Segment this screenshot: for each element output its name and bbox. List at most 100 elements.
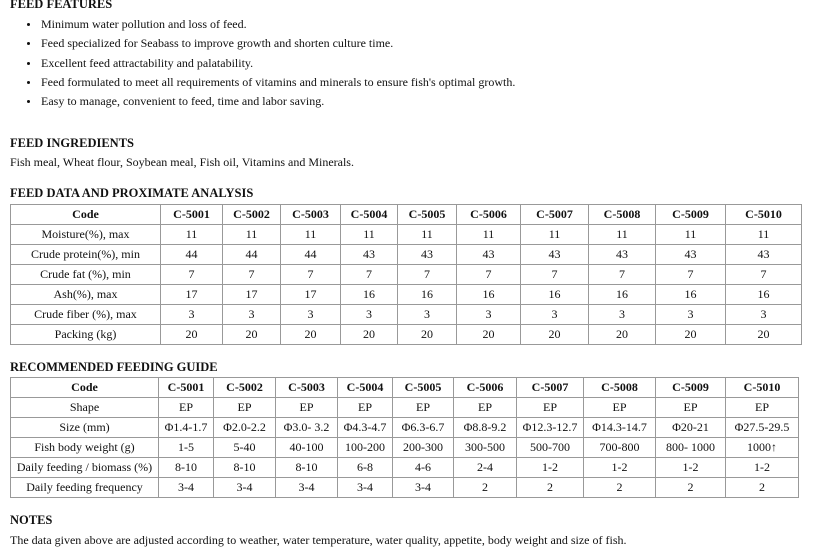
value-cell: 1-2 — [655, 457, 726, 478]
value-cell: 7 — [397, 264, 457, 285]
value-cell: 2 — [453, 477, 517, 498]
value-cell: 16 — [588, 284, 656, 305]
value-cell: 2 — [725, 477, 799, 498]
header-cell: C-5005 — [392, 377, 454, 398]
feature-item: Minimum water pollution and loss of feed… — [27, 17, 247, 32]
value-cell: 16 — [725, 284, 802, 305]
value-cell: 11 — [456, 224, 521, 245]
value-cell: 2 — [516, 477, 584, 498]
value-cell: 1-2 — [583, 457, 656, 478]
value-cell: 3 — [397, 304, 457, 325]
header-cell: C-5002 — [222, 204, 281, 225]
value-cell: 3 — [222, 304, 281, 325]
row-label: Moisture(%), max — [10, 224, 161, 245]
row-label: Size (mm) — [10, 417, 159, 438]
section-title: FEED DATA AND PROXIMATE ANALYSIS — [10, 186, 254, 200]
feature-text: Feed specialized for Seabass to improve … — [41, 36, 394, 51]
value-cell: EP — [453, 397, 517, 418]
value-cell: 7 — [222, 264, 281, 285]
value-cell: 7 — [520, 264, 589, 285]
value-cell: EP — [655, 397, 726, 418]
value-cell: 43 — [588, 244, 656, 265]
feature-item: Easy to manage, convenient to feed, time… — [26, 94, 324, 109]
table-row: Packing (kg) 20 20 20 20 20 20 20 20 20 20 — [10, 324, 802, 345]
value-cell: 11 — [655, 224, 726, 245]
table-row: Size (mm) Φ1.4-1.7 Φ2.0-2.2 Φ3.0- 3.2 Φ4.3-4… — [10, 417, 799, 438]
value-cell: 43 — [655, 244, 726, 265]
value-cell: 20 — [397, 324, 457, 345]
value-cell: 11 — [520, 224, 589, 245]
header-cell: C-5009 — [655, 377, 726, 398]
value-cell: 3-4 — [275, 477, 338, 498]
header-row: Code C-5001 C-5002 C-5003 C-5004 C-5005 C-5006… — [10, 204, 802, 225]
value-cell: 3-4 — [213, 477, 276, 498]
value-cell: Φ3.0- 3.2 — [275, 417, 338, 438]
value-cell: Φ14.3-14.7 — [583, 417, 656, 438]
value-cell: 11 — [397, 224, 457, 245]
row-label: Shape — [10, 397, 159, 418]
value-cell: 1-5 — [158, 437, 214, 458]
header-cell: C-5010 — [725, 377, 799, 398]
value-cell: 17 — [222, 284, 281, 305]
value-cell: 20 — [222, 324, 281, 345]
value-cell: 20 — [280, 324, 341, 345]
value-cell: 16 — [456, 284, 521, 305]
value-cell: Φ8.8-9.2 — [453, 417, 517, 438]
row-label: Ash(%), max — [10, 284, 161, 305]
value-cell: 300-500 — [453, 437, 517, 458]
value-cell: EP — [725, 397, 799, 418]
value-cell: 20 — [588, 324, 656, 345]
feature-text: Feed formulated to meet all requirements… — [41, 74, 516, 89]
analysis-table: Code C-5001 C-5002 C-5003 C-5004 C-5005 C-5006… — [10, 204, 802, 345]
ingredients-text: Fish meal, Wheat flour, Soybean meal, Fi… — [10, 155, 354, 169]
value-cell: 4-6 — [392, 457, 454, 478]
value-cell: 16 — [340, 284, 398, 305]
value-cell: 7 — [588, 264, 656, 285]
section-title: RECOMMENDED FEEDING GUIDE — [10, 360, 218, 374]
value-cell: 16 — [655, 284, 726, 305]
value-cell: 500-700 — [516, 437, 584, 458]
value-cell: 800- 1000 — [655, 437, 726, 458]
table-row: Fish body weight (g) 1-5 5-40 40-100 100-200… — [10, 437, 799, 458]
value-cell: 3 — [456, 304, 521, 325]
table-row: Moisture(%), max 11 11 11 11 11 11 11 11 11 11 — [10, 224, 802, 245]
value-cell: 20 — [725, 324, 802, 345]
value-cell: 16 — [397, 284, 457, 305]
value-cell: 20 — [655, 324, 726, 345]
value-cell: 44 — [160, 244, 223, 265]
value-cell: 40-100 — [275, 437, 338, 458]
value-cell: 7 — [725, 264, 802, 285]
feature-item: Feed formulated to meet all requirements… — [26, 74, 516, 90]
value-cell: 16 — [520, 284, 589, 305]
value-cell: 11 — [340, 224, 398, 245]
section-title: NOTES — [10, 513, 53, 527]
value-cell: 20 — [340, 324, 398, 345]
value-cell: 20 — [456, 324, 521, 345]
value-cell: 20 — [160, 324, 223, 345]
value-cell: 7 — [340, 264, 398, 285]
value-cell: 44 — [280, 244, 341, 265]
value-cell: 3-4 — [337, 477, 393, 498]
table-row: Crude protein(%), min 44 44 44 43 43 43 43 43 43 4… — [10, 244, 802, 265]
value-cell: 8-10 — [275, 457, 338, 478]
value-cell: 3 — [280, 304, 341, 325]
value-cell: 1-2 — [725, 457, 799, 478]
value-cell: 7 — [160, 264, 223, 285]
value-cell: 43 — [725, 244, 802, 265]
header-cell: C-5008 — [588, 204, 656, 225]
value-cell: 6-8 — [337, 457, 393, 478]
table-row: Ash(%), max 17 17 17 16 16 16 16 16 16 16 — [10, 284, 802, 305]
table-row: Daily feeding / biomass (%) 8-10 8-10 8-10 6… — [10, 457, 799, 478]
header-cell: C-5002 — [213, 377, 276, 398]
value-cell: 17 — [280, 284, 341, 305]
value-cell: Φ27.5-29.5 — [725, 417, 799, 438]
header-cell: C-5008 — [583, 377, 656, 398]
value-cell: 2 — [655, 477, 726, 498]
value-cell: 3-4 — [392, 477, 454, 498]
value-cell: 1000↑ — [725, 437, 799, 458]
value-cell: 20 — [520, 324, 589, 345]
section-title: FEED INGREDIENTS — [10, 136, 134, 150]
value-cell: 2-4 — [453, 457, 517, 478]
value-cell: 100-200 — [337, 437, 393, 458]
value-cell: 3 — [655, 304, 726, 325]
